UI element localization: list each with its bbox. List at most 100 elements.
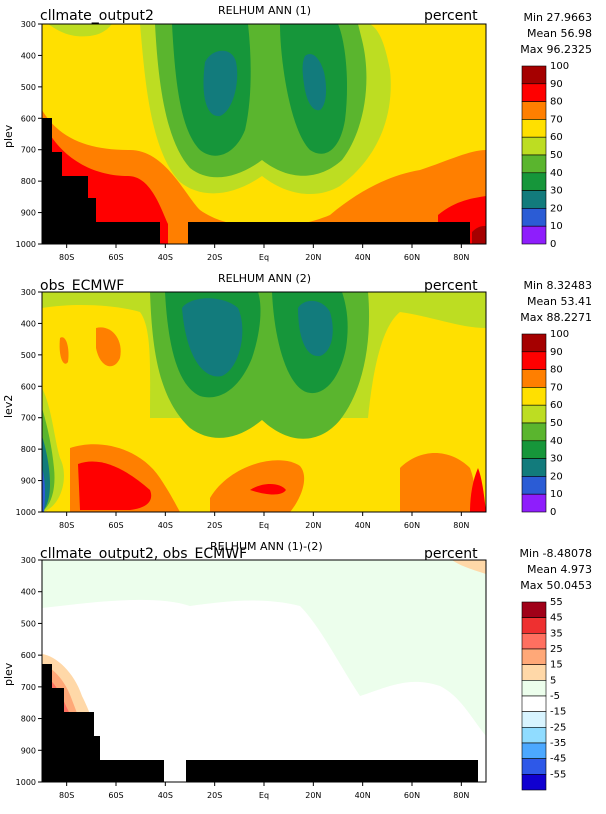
panel-3-units-label: percent	[424, 546, 478, 562]
colorbar-swatch	[521, 774, 547, 791]
colorbar-swatch	[521, 208, 547, 227]
x-tick-label: 80S	[59, 791, 74, 800]
colorbar-label: -15	[550, 707, 566, 718]
panel-1-topography-antarctic	[188, 222, 470, 244]
colorbar-label: 5	[550, 675, 556, 686]
colorbar-label: 10	[550, 221, 563, 232]
colorbar-swatch	[521, 351, 547, 370]
panel-3: RELHUM ANN (1)-(2) cllmate_output2, obs_…	[0, 536, 606, 814]
panel-1-units-label: percent	[424, 8, 478, 24]
y-tick-label: 700	[21, 146, 36, 155]
colorbar-swatch	[521, 601, 547, 618]
x-tick-label: 80S	[59, 253, 74, 262]
x-tick-label: 60S	[108, 253, 123, 262]
colorbar-label: 70	[550, 114, 563, 125]
panel-1-min: Min 27.9663	[523, 11, 592, 24]
colorbar-swatch	[521, 648, 547, 665]
colorbar-swatch	[521, 727, 547, 744]
colorbar-swatch	[521, 617, 547, 634]
y-tick-label: 1000	[16, 508, 36, 517]
panel-1-fill-20-30-north	[302, 53, 327, 111]
panel-3-y-ticks: 300 400 500 600 700 800 900 1000	[16, 556, 42, 787]
panel-2-fill-20-30-tropic-south	[182, 298, 243, 377]
x-tick-label: 60S	[108, 521, 123, 530]
colorbar-label: 55	[550, 597, 563, 608]
panel-1-plot: 80S 60S 40S 20S Eq 20N 40N 60N 80N 3004005006007…	[16, 20, 569, 262]
panel-2-mean: Mean 53.41	[527, 295, 592, 308]
panel-1: RELHUM ANN (1) cllmate_output2 percent M…	[0, 0, 606, 268]
colorbar-swatch	[521, 387, 547, 406]
y-tick-label: 900	[21, 209, 36, 218]
colorbar-label: 25	[550, 644, 563, 655]
y-tick-label: 900	[21, 477, 36, 486]
y-tick-label: 500	[21, 83, 36, 92]
y-tick-label: 600	[21, 114, 36, 123]
x-tick-label: 20S	[207, 791, 222, 800]
x-tick-label: 40N	[355, 253, 371, 262]
x-tick-label: 80N	[453, 521, 469, 530]
panel-2-fill-70-80-pocket-a	[59, 337, 69, 364]
panel-3-plot: 80S 60S 40S 20S Eq 20N 40N 60N 80N 300 400 500 600 7…	[16, 556, 567, 800]
colorbar-swatch	[521, 369, 547, 388]
x-tick-label: 80N	[453, 791, 469, 800]
colorbar-swatch	[521, 476, 547, 495]
colorbar-swatch	[521, 154, 547, 174]
x-tick-label: Eq	[259, 253, 269, 262]
panel-2-fill-70-80-north	[400, 453, 478, 512]
colorbar-swatch	[521, 422, 547, 442]
y-tick-label: 1000	[16, 778, 36, 787]
y-tick-label: 300	[21, 288, 36, 297]
x-tick-label: 60N	[404, 791, 420, 800]
colorbar-label: 15	[550, 660, 563, 671]
x-tick-label: 20N	[305, 791, 321, 800]
colorbar-swatch	[521, 404, 547, 424]
colorbar-swatch	[521, 633, 547, 650]
x-tick-label: 60N	[404, 521, 420, 530]
panel-3-colorbar: 55 45 35 25 15 5 -5 -15 -25 -35 -45 -55	[521, 597, 566, 791]
y-tick-label: 600	[21, 382, 36, 391]
panel-3-fill-15-25-corner	[452, 560, 486, 574]
panel-3-min: Min -8.48078	[519, 547, 592, 560]
panel-1-model-label: cllmate_output2	[40, 8, 154, 24]
panel-2-min: Min 8.32483	[523, 279, 592, 292]
x-tick-label: 60N	[404, 253, 420, 262]
x-tick-label: 20N	[305, 253, 321, 262]
panel-3-mean: Mean 4.973	[527, 563, 592, 576]
colorbar-label: 60	[550, 400, 563, 411]
colorbar-label: 90	[550, 79, 563, 90]
panel-2-max: Max 88.2271	[520, 311, 592, 324]
panel-2-fill-80-90-south	[78, 461, 152, 510]
panel-2-y-ticks: 300 400 500 600 700 800 900 1000	[16, 288, 42, 517]
colorbar-label: 20	[550, 471, 563, 482]
colorbar-label: 20	[550, 203, 563, 214]
colorbar-swatch	[521, 458, 547, 477]
x-tick-label: Eq	[259, 521, 269, 530]
panel-2-units-label: percent	[424, 278, 478, 294]
colorbar-label: -25	[550, 722, 566, 733]
panel-1-title: RELHUM ANN (1)	[218, 4, 312, 17]
panel-1-y-ticks: 300 400 500 600 700 800 900 1000	[16, 20, 42, 249]
panel-2-x-ticks: 80S 60S 40S 20S Eq 20N 40N 60N 80N	[59, 512, 469, 530]
panel-2-fill-20-30-tropic-north	[298, 300, 333, 357]
y-tick-label: 300	[21, 20, 36, 29]
panel-1-fill-50-60-corner	[48, 24, 112, 37]
colorbar-label: 30	[550, 186, 563, 197]
colorbar-label: 90	[550, 347, 563, 358]
colorbar-label: 0	[550, 507, 556, 518]
panel-1-max: Max 96.2325	[520, 43, 592, 56]
colorbar-label: 40	[550, 436, 563, 447]
colorbar-label: 80	[550, 97, 563, 108]
y-tick-label: 800	[21, 177, 36, 186]
colorbar-label: 40	[550, 168, 563, 179]
x-tick-label: 40S	[158, 253, 173, 262]
panel-3-x-ticks: 80S 60S 40S 20S Eq 20N 40N 60N 80N	[59, 782, 469, 800]
panel-2-fill-80-90-north	[470, 468, 486, 512]
panel-1-fill-90-100	[472, 226, 486, 244]
x-tick-label: 20S	[207, 253, 222, 262]
x-tick-label: 40S	[158, 791, 173, 800]
y-tick-label: 1000	[16, 240, 36, 249]
x-tick-label: 40N	[355, 521, 371, 530]
colorbar-swatch	[521, 136, 547, 156]
colorbar-label: -35	[550, 738, 566, 749]
panel-2-fill-70-80-eq	[210, 460, 305, 512]
